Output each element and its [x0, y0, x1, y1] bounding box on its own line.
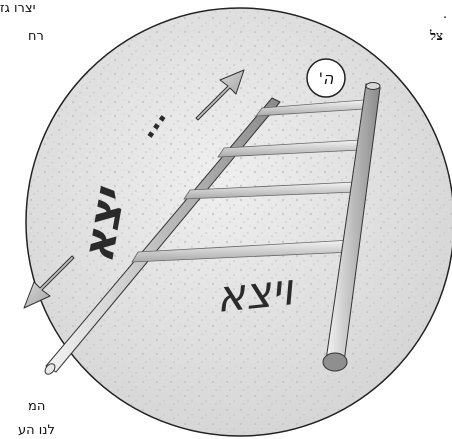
- arrow-up-right-icon: [195, 69, 245, 121]
- badge-text: ה': [319, 69, 334, 88]
- text-fragment-top-left-2: רח: [28, 29, 44, 44]
- handwriting-lower: ויצא: [213, 264, 296, 323]
- text-fragment-top-left-1: יצרו גז: [0, 1, 36, 16]
- ladder-right-pole: [322, 82, 381, 372]
- text-fragment-bottom-left-2: לנו הע: [18, 423, 55, 438]
- ladder-left-pole: [44, 97, 281, 375]
- text-fragment-right-1: .: [443, 7, 448, 22]
- arrow-down-left-icon: [23, 255, 75, 309]
- text-fragment-right-2: צל: [430, 29, 443, 44]
- text-fragment-bottom-left-1: המ: [28, 399, 46, 414]
- ladder-rungs: [131, 99, 365, 263]
- badge: ה': [306, 58, 346, 98]
